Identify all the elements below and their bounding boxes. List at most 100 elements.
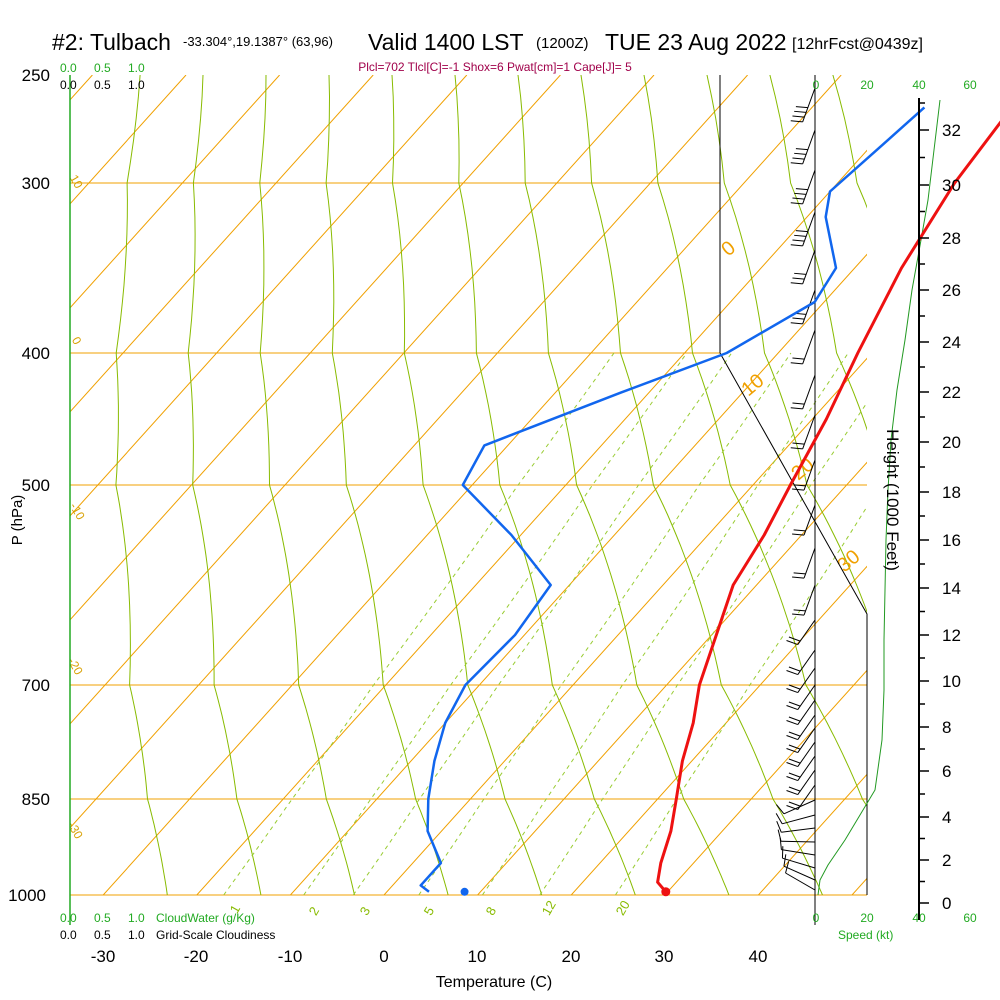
height-label-2: 2	[942, 851, 951, 870]
x-tick-minus10: -10	[278, 947, 303, 966]
forecast-date: TUE 23 Aug 2022	[605, 29, 787, 55]
mixing-ratio-label-20: 20	[613, 898, 633, 918]
dry-adiabat-280	[325, 75, 449, 895]
height-label-6: 6	[942, 762, 951, 781]
wind-barb-24	[775, 799, 816, 815]
mixing-ratio-label-8: 8	[483, 904, 500, 918]
x-tick-30: 30	[655, 947, 674, 966]
zulu-time: (1200Z)	[536, 35, 589, 52]
p-tick-300: 300	[22, 174, 50, 193]
wind-barb-29	[781, 846, 816, 869]
wind-barb-15	[786, 667, 816, 694]
surface-temperature-marker	[661, 887, 671, 897]
isotherm--20	[196, 149, 867, 895]
p-tick-250: 250	[22, 66, 50, 85]
cloudwater-label: CloudWater (g/Kg)	[156, 911, 255, 925]
speed-bottom-0: 0	[813, 911, 820, 925]
wind-barb-26	[776, 820, 816, 833]
wind-barb-13	[786, 619, 816, 646]
wind-barb-21	[786, 755, 816, 782]
wind-barb-17	[786, 699, 816, 726]
height-label-12: 12	[942, 626, 961, 645]
p-tick-850: 850	[22, 790, 50, 809]
mixing-ratio-line-12	[539, 401, 867, 895]
wind-barb-0	[790, 87, 816, 123]
cloudwater-bottom-1: 1.0	[128, 911, 145, 925]
wind-barb-2	[790, 169, 816, 205]
wind-barb-19	[786, 727, 816, 754]
isotherm--40	[70, 75, 748, 829]
wind-barb-28	[779, 837, 816, 856]
mixing-ratio-lines	[223, 352, 867, 895]
speed-top-60: 60	[963, 78, 977, 92]
isotherm-50	[851, 877, 867, 895]
wind-barb-30	[783, 854, 816, 881]
p-tick-1000: 1000	[8, 886, 46, 905]
mixing-ratio-label-12: 12	[539, 898, 559, 918]
mixing-ratio-line-3	[352, 352, 733, 895]
p-tick-500: 500	[22, 476, 50, 495]
isotherm--50	[70, 75, 655, 725]
height-profile-curve	[817, 99, 941, 896]
height-label-4: 4	[942, 808, 951, 827]
forecast-info: [12hrFcst@0439z]	[792, 36, 923, 53]
wind-barb-25	[775, 813, 816, 825]
cloudiness-top-0: 0.0	[60, 78, 77, 92]
height-label-10: 10	[942, 672, 961, 691]
dry-adiabat-360	[832, 75, 867, 209]
dry-adiabat-320	[580, 75, 824, 895]
isotherm-10	[477, 461, 867, 895]
wind-barb-18	[786, 714, 816, 741]
dry-adiabat-330	[643, 75, 867, 808]
speed-bottom-60: 60	[963, 911, 977, 925]
wind-barb-7	[790, 374, 816, 410]
p-tick-400: 400	[22, 344, 50, 363]
isotherm-30	[664, 669, 867, 895]
isotherm-label-right-2: 10	[737, 370, 768, 401]
wind-barb-31	[785, 861, 816, 891]
wind-barb-12	[792, 584, 816, 616]
isotherm-label-left-1: 10	[67, 172, 86, 191]
isotherm-label-right-4: 30	[833, 546, 864, 577]
wind-panel-boundary	[719, 352, 868, 895]
height-label-28: 28	[942, 229, 961, 248]
speed-top-40: 40	[912, 78, 926, 92]
isotherm--70	[70, 75, 468, 517]
isotherm-label-left-2: 0	[69, 334, 85, 347]
dry-adiabat-290	[391, 75, 543, 895]
wind-barb-8	[790, 414, 816, 450]
temperature-trace	[656, 120, 1000, 893]
dry-adiabat-350	[769, 75, 867, 431]
cloudiness-bottom-05: 0.5	[94, 928, 111, 942]
height-label-14: 14	[942, 579, 961, 598]
x-tick-minus30: -30	[91, 947, 116, 966]
x-tick-minus20: -20	[184, 947, 209, 966]
isotherm--60	[70, 75, 561, 621]
wind-barb-1	[790, 129, 816, 165]
height-label-16: 16	[942, 531, 961, 550]
cloudwater-top-0: 0.0	[60, 61, 77, 75]
mixing-ratio-label-2: 2	[306, 904, 323, 918]
x-tick-10: 10	[468, 947, 487, 966]
cloudwater-top-1: 1.0	[128, 61, 145, 75]
dry-adiabat-260	[187, 75, 262, 895]
dry-adiabat-340	[706, 75, 867, 614]
height-axis-title: Height (1000 Feet)	[883, 429, 902, 571]
cloudwater-top-05: 0.5	[94, 61, 111, 75]
wind-barb-9	[792, 459, 816, 491]
mixing-ratio-line-8	[481, 352, 849, 895]
isotherm--80	[70, 75, 374, 413]
cloudiness-label: Grid-Scale Cloudiness	[156, 928, 275, 942]
cloudwater-bottom-05: 0.5	[94, 911, 111, 925]
dewpoint-trace	[419, 106, 926, 893]
isotherm-label-right-1: 0	[717, 237, 740, 261]
cloudwater-bottom-0: 0.0	[60, 911, 77, 925]
wind-barb-6	[790, 329, 816, 365]
wind-barb-4	[790, 249, 816, 285]
mixing-ratio-line-2	[303, 352, 688, 895]
isotherm-label-left-4: -20	[65, 655, 86, 677]
height-label-22: 22	[942, 383, 961, 402]
wind-barb-11	[792, 547, 816, 579]
